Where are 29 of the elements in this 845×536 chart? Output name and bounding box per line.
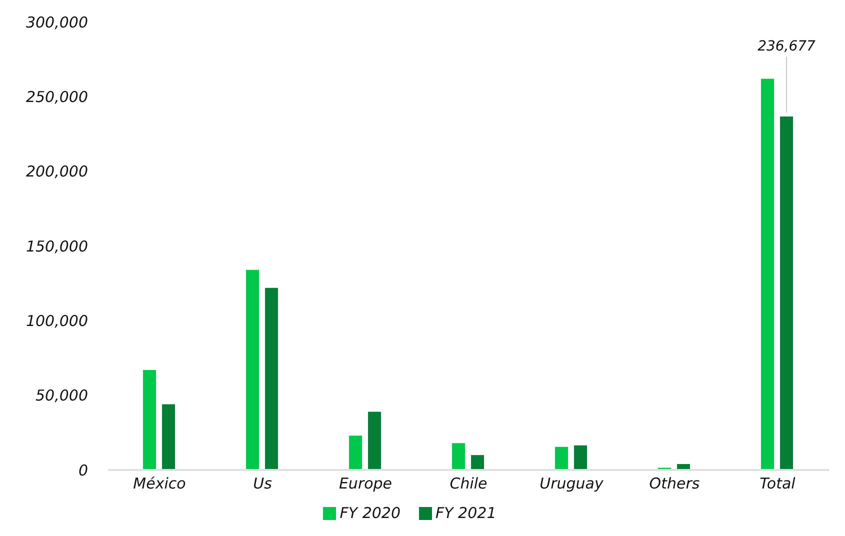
bar xyxy=(265,288,278,470)
y-tick-label: 0 xyxy=(78,461,88,480)
bar xyxy=(143,370,156,470)
y-tick-label: 150,000 xyxy=(26,237,88,256)
legend-label: FY 2020 xyxy=(340,504,400,522)
bar xyxy=(761,78,774,470)
y-tick-label: 300,000 xyxy=(26,13,88,32)
y-tick-label: 50,000 xyxy=(36,386,88,405)
bar xyxy=(555,446,568,470)
bar xyxy=(368,412,382,470)
bar xyxy=(471,455,484,470)
bar xyxy=(162,404,176,470)
bar xyxy=(349,436,362,470)
data-label: 236,677 xyxy=(758,38,816,55)
bar xyxy=(574,445,588,470)
x-tick-label: Europe xyxy=(338,474,392,493)
y-tick-label: 250,000 xyxy=(26,88,88,106)
x-tick-label: Us xyxy=(253,474,272,493)
bar xyxy=(246,270,260,470)
x-tick-label: Total xyxy=(760,474,796,493)
legend-label: FY 2021 xyxy=(436,504,496,522)
bar xyxy=(452,443,466,470)
y-tick-label: 200,000 xyxy=(26,162,88,181)
y-tick-label: 100,000 xyxy=(26,312,88,330)
x-tick-label: México xyxy=(133,474,186,493)
x-tick-label: Others xyxy=(649,474,700,493)
bar xyxy=(780,116,794,470)
x-tick-label: Uruguay xyxy=(540,474,604,493)
x-tick-label: Chile xyxy=(450,474,488,493)
